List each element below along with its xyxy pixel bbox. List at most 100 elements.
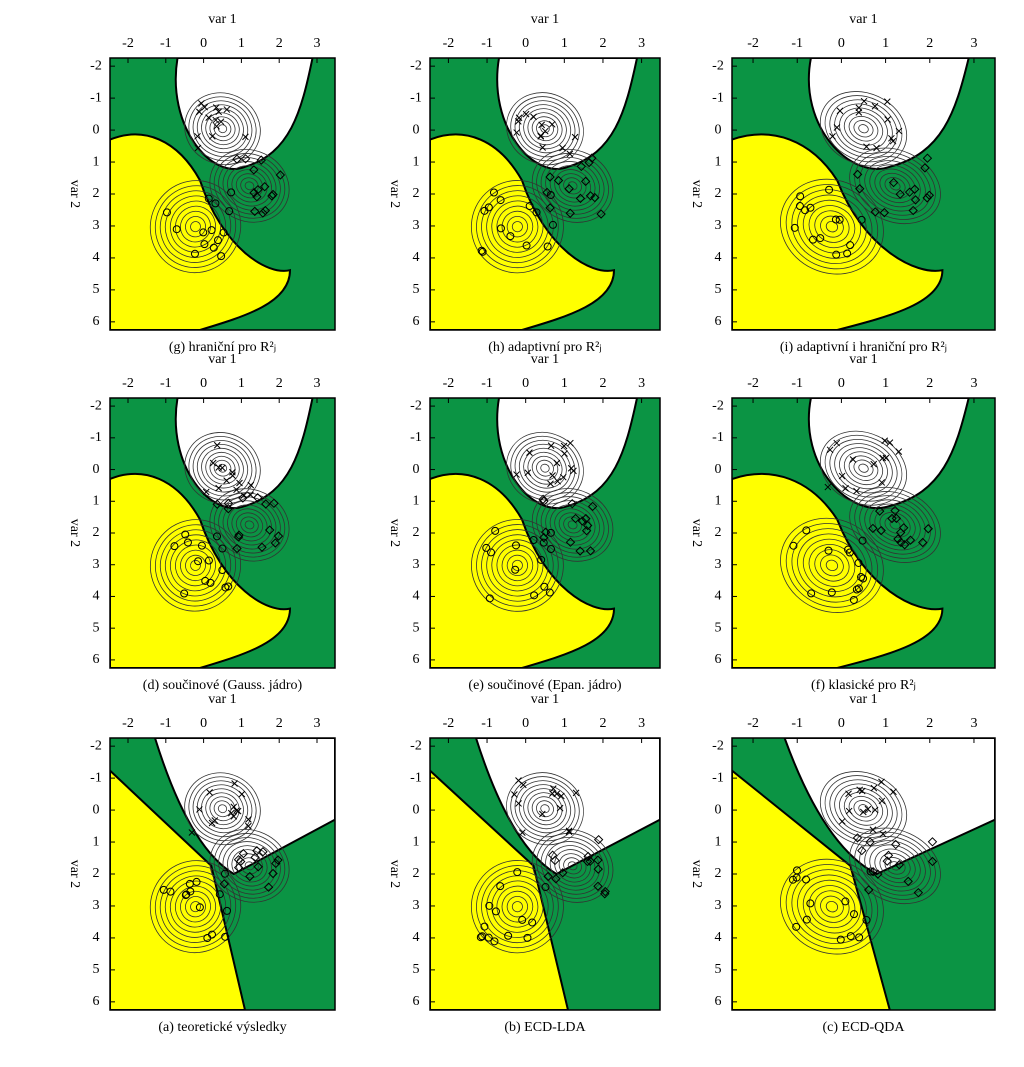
x-tick-label: 3: [970, 376, 977, 391]
y-tick-label: 1: [413, 154, 420, 169]
y-tick-label: 3: [413, 557, 420, 572]
circle-marker: [546, 528, 555, 537]
contour: [213, 833, 286, 899]
cross-marker: [557, 792, 565, 800]
contour: [802, 538, 861, 593]
cross-marker: [223, 106, 231, 113]
circle-marker: [192, 877, 201, 886]
contour: [244, 520, 255, 530]
diamond-marker: [583, 520, 593, 531]
diamond-marker: [268, 868, 278, 879]
panel-caption: (e) součinové (Epan. jádro): [468, 678, 621, 693]
contour: [819, 91, 908, 167]
circle-marker: [485, 901, 494, 910]
cross-marker: [882, 454, 890, 462]
diamond-marker: [587, 501, 598, 512]
y-tick-label: 4: [93, 250, 100, 265]
y-tick-label: 1: [715, 154, 722, 169]
cross-marker: [838, 817, 846, 825]
circle-marker: [491, 907, 500, 916]
y-tick-label: 1: [715, 834, 722, 849]
contour: [536, 492, 609, 558]
contour: [825, 559, 839, 572]
contour: [188, 96, 257, 162]
y-tick-label: 6: [93, 314, 100, 329]
circle-marker: [170, 542, 179, 551]
y-tick-label: 3: [715, 218, 722, 233]
circle-marker: [199, 228, 208, 237]
contour: [154, 865, 237, 948]
diamond-marker: [891, 513, 902, 524]
contour: [180, 549, 211, 582]
y-tick-label: -1: [410, 430, 422, 445]
diamond-marker: [910, 195, 921, 205]
panel-caption: (f) klasické pro R²ⱼ: [811, 678, 916, 693]
circle-marker: [809, 235, 818, 244]
contour: [235, 173, 264, 199]
circle-marker: [802, 526, 811, 535]
contour: [192, 440, 253, 497]
contour: [814, 549, 850, 582]
y-tick-label: -1: [712, 430, 724, 445]
x-tick-label: 2: [926, 36, 933, 51]
diamond-marker: [590, 192, 600, 203]
region-white: [496, 398, 639, 509]
contour: [196, 784, 249, 834]
y-tick-label: 5: [413, 620, 420, 635]
circle-marker: [532, 208, 541, 217]
panel: -2 -1 0 1 2 3 var 1 -2 -1 0 1 2 3 4 5 6 var 2 (h) adaptiv…: [387, 12, 661, 355]
cross-marker: [870, 460, 878, 468]
contour: [834, 443, 893, 494]
circle-marker: [846, 932, 855, 941]
circle-marker: [513, 868, 522, 877]
diamond-marker: [223, 498, 234, 509]
circle-marker: [802, 915, 811, 924]
diamond-marker: [905, 535, 916, 545]
contour: [213, 492, 286, 558]
circle-marker: [858, 536, 867, 545]
diamond-marker: [575, 193, 586, 204]
y-tick-label: 3: [413, 218, 420, 233]
y-tick-label: 3: [93, 898, 100, 913]
diamond-marker: [570, 513, 581, 524]
circle-marker: [857, 215, 866, 224]
contour: [180, 890, 211, 923]
y-tick-label: 3: [93, 557, 100, 572]
contour: [808, 885, 856, 929]
diamond-marker: [577, 516, 588, 526]
x-tick-label: 1: [561, 36, 568, 51]
cross-marker: [845, 807, 853, 815]
contour: [496, 544, 539, 587]
contour: [820, 554, 844, 577]
contour: [510, 435, 580, 501]
contour: [192, 100, 253, 158]
diamond-marker: [240, 154, 251, 164]
circle-marker: [522, 241, 531, 250]
cross-marker: [215, 484, 222, 492]
contour: [797, 533, 867, 598]
cross-marker: [879, 454, 887, 462]
circle-marker: [529, 536, 538, 545]
y-tick-label: 6: [413, 994, 420, 1009]
contour: [884, 177, 906, 195]
contour: [190, 559, 201, 571]
cross-marker: [561, 450, 568, 457]
y-tick-label: -1: [410, 90, 422, 105]
diamond-marker: [273, 531, 284, 541]
circle-marker: [548, 220, 557, 229]
contour: [874, 507, 916, 543]
diamond-marker: [238, 848, 249, 859]
contour: [849, 486, 941, 563]
contour: [169, 200, 222, 253]
diamond-marker: [600, 889, 610, 899]
cross-marker: [855, 104, 863, 112]
cross-marker: [238, 790, 246, 798]
diamond-marker: [924, 190, 935, 200]
contour: [859, 836, 931, 896]
diamond-marker: [261, 499, 271, 509]
diamond-marker: [922, 153, 933, 163]
contour: [506, 895, 529, 918]
contour: [864, 840, 926, 892]
y-tick-label: -1: [90, 770, 102, 785]
diamond-marker: [870, 207, 880, 217]
